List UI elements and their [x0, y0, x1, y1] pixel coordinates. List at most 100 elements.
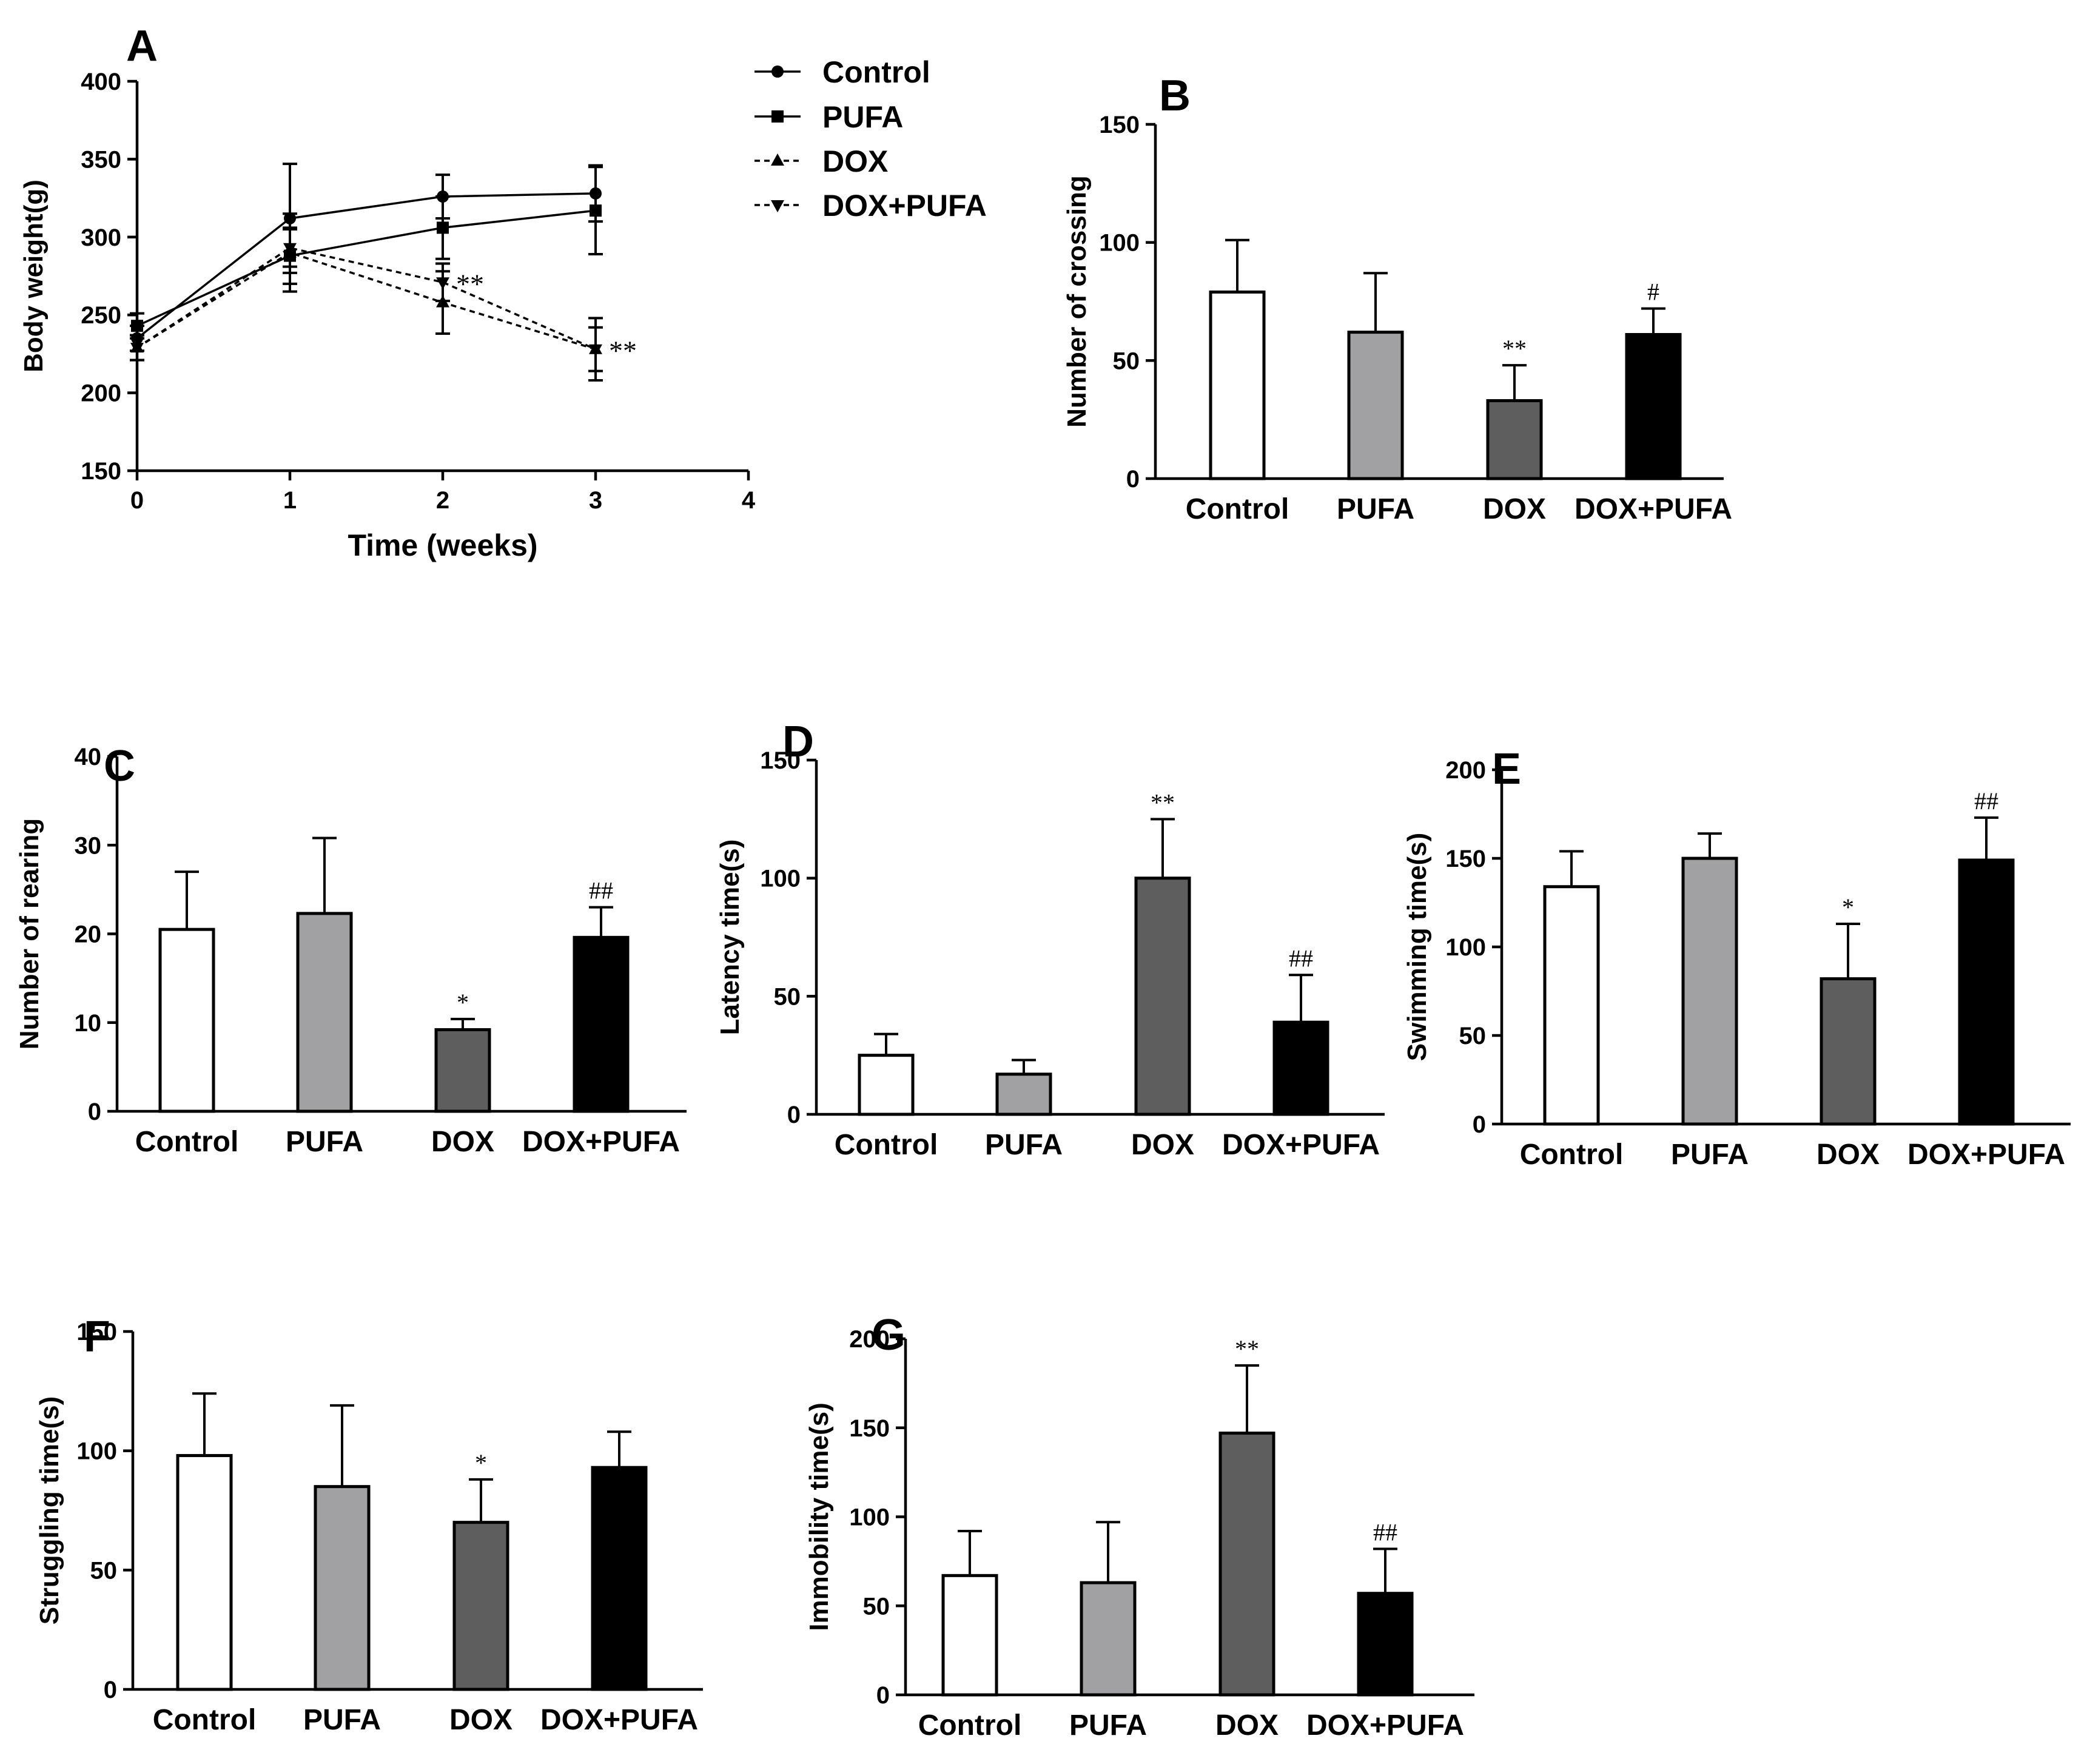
data-point [131, 320, 143, 332]
x-category-label: DOX [1483, 493, 1546, 525]
x-category-label: DOX+PUFA [1306, 1709, 1464, 1742]
series-line-dox [136, 251, 596, 351]
significance-marker: * [475, 1449, 487, 1476]
x-tick-label: 1 [283, 487, 297, 514]
x-category-label: Control [1520, 1139, 1624, 1171]
panel-label: A [126, 22, 158, 70]
y-axis-label: Swimming time(s) [1402, 833, 1432, 1062]
legend-label: DOX [822, 144, 888, 178]
y-tick-label: 50 [1459, 1023, 1487, 1049]
legend-label: Control [822, 55, 930, 89]
y-tick-label: 50 [774, 983, 801, 1010]
series-line-control [136, 192, 596, 340]
series-line-pufa [136, 209, 596, 327]
x-tick-label: 0 [130, 487, 144, 514]
significance-marker: ** [1502, 335, 1527, 362]
y-tick-label: 0 [1473, 1111, 1486, 1138]
bar-dox-pufa [1625, 333, 1682, 480]
legend-label: PUFA [822, 100, 903, 134]
bar-pufa [1080, 1581, 1137, 1697]
x-category-label: DOX [449, 1704, 513, 1736]
y-tick-label: 150 [81, 458, 121, 485]
x-category-label: DOX [1131, 1129, 1194, 1161]
x-tick-label: 4 [742, 487, 756, 514]
x-tick-label: 2 [436, 487, 449, 514]
bar-dox [1134, 877, 1191, 1116]
x-category-label: Control [918, 1709, 1022, 1742]
bar-dox-pufa [1357, 1592, 1414, 1697]
bar-dox [1218, 1432, 1275, 1697]
y-tick-label: 50 [90, 1557, 118, 1584]
panel-label: C [104, 742, 135, 790]
bar-pufa [1347, 331, 1404, 480]
x-category-label: PUFA [286, 1126, 363, 1158]
panel-a-body-weight-chart: A Body weight(g) Time (weeks) 150 200 250 300 3… [19, 22, 987, 562]
bar-pufa [995, 1072, 1052, 1116]
y-tick-label: 150 [849, 1415, 890, 1442]
bar-dox [1820, 977, 1877, 1126]
bar-control [1209, 290, 1266, 480]
panel-b-crossing-chart: B Number of crossing 0 50 100 150 Control PUFA D… [1062, 72, 1732, 525]
data-point [436, 277, 449, 290]
y-tick-label: 100 [76, 1438, 117, 1465]
panel-label: F [84, 1313, 110, 1361]
x-category-label: Control [1186, 493, 1289, 525]
y-tick-label: 150 [1445, 846, 1486, 872]
bar-control [1543, 885, 1600, 1126]
panel-f-struggling-chart: F Struggling time(s) 0 50 100 150 Control PUFA D… [35, 1313, 703, 1736]
y-tick-label: 50 [863, 1593, 890, 1620]
significance-marker: ## [1974, 787, 1998, 815]
y-axis-label: Number of crossing [1062, 175, 1092, 428]
data-point [130, 343, 144, 355]
bar-dox-pufa [1272, 1020, 1329, 1116]
significance-marker: ** [456, 268, 484, 299]
x-tick-label: 3 [589, 487, 602, 514]
y-tick-label: 100 [849, 1504, 890, 1531]
legend-marker [771, 110, 784, 123]
y-tick-label: 300 [81, 224, 121, 251]
x-category-label: PUFA [1671, 1139, 1749, 1171]
x-category-label: DOX+PUFA [540, 1704, 698, 1736]
y-tick-label: 100 [760, 866, 801, 892]
x-category-label: DOX+PUFA [1574, 493, 1732, 525]
panel-d-latency-chart: D Latency time(s) 0 50 100 150 Control PUFA DOX *… [715, 718, 1385, 1161]
significance-marker: * [457, 989, 469, 1016]
y-tick-label: 200 [81, 380, 121, 407]
data-point [589, 344, 602, 357]
bar-control [176, 1454, 233, 1691]
y-tick-label: 0 [787, 1102, 801, 1128]
y-axis-label: Struggling time(s) [35, 1396, 64, 1624]
significance-marker: * [1842, 894, 1854, 921]
data-point [590, 204, 602, 217]
y-tick-label: 200 [849, 1326, 890, 1353]
y-tick-label: 400 [81, 69, 121, 95]
panel-c-rearing-chart: C Number of rearing 0 10 20 30 40 Control PUFA DO… [15, 742, 687, 1158]
x-category-label: DOX+PUFA [1907, 1139, 2065, 1171]
x-axis-label: Time (weeks) [348, 528, 537, 562]
y-axis-label: Number of rearing [15, 818, 44, 1049]
bar-dox-pufa [573, 935, 630, 1113]
x-category-label: PUFA [1069, 1709, 1147, 1742]
x-category-label: PUFA [303, 1704, 381, 1736]
bar-pufa [1681, 857, 1738, 1126]
bar-dox [434, 1028, 491, 1113]
bar-control [158, 927, 215, 1113]
y-tick-label: 10 [75, 1010, 102, 1037]
x-category-label: Control [135, 1126, 239, 1158]
significance-marker: ## [1289, 944, 1313, 972]
panel-label: B [1159, 72, 1191, 120]
y-tick-label: 0 [104, 1677, 117, 1703]
y-tick-label: 0 [1126, 466, 1140, 493]
x-category-label: PUFA [985, 1129, 1063, 1161]
panel-g-immobility-chart: G Immobility time(s) 0 50 100 150 200 Control PU… [804, 1311, 1474, 1742]
bar-dox-pufa [1958, 858, 2015, 1126]
x-category-label: DOX [1215, 1709, 1279, 1742]
x-category-label: DOX+PUFA [522, 1126, 680, 1158]
x-category-label: PUFA [1337, 493, 1414, 525]
bar-control [941, 1574, 998, 1697]
bar-dox-pufa [591, 1466, 648, 1691]
data-point [437, 221, 449, 234]
y-axis-label: Immobility time(s) [804, 1402, 834, 1631]
y-tick-label: 20 [75, 921, 102, 948]
